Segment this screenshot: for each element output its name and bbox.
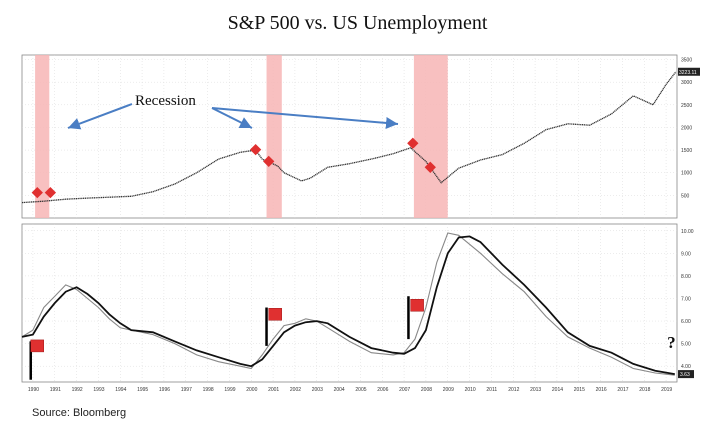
recession-flag-marker	[249, 143, 262, 156]
y-tick-label-top: 3500	[681, 58, 692, 64]
y-tick-label-top: 500	[681, 193, 690, 199]
recession-flag-marker	[44, 186, 57, 199]
y-tick-label-bottom: 6.00	[681, 319, 691, 325]
x-tick-label: 1998	[203, 387, 214, 393]
current-value-box-bottom	[678, 370, 694, 379]
y-tick-label-bottom: 10.00	[681, 229, 694, 235]
x-tick-label: 2011	[486, 387, 497, 393]
y-tick-label-top: 3000	[681, 80, 692, 86]
current-value-top: 3223.11	[679, 70, 697, 76]
recession-band	[413, 55, 448, 218]
x-tick-label: 2009	[443, 387, 454, 393]
annotation-arrow	[211, 107, 399, 129]
y-tick-label-bottom: 8.00	[681, 274, 691, 280]
x-tick-label: 2007	[399, 387, 410, 393]
x-tick-label: 1994	[115, 387, 126, 393]
panel-frame-1	[21, 54, 678, 219]
x-tick-label: 2014	[552, 387, 563, 393]
chart-title: S&P 500 vs. US Unemployment	[227, 12, 488, 34]
x-tick-label: 1992	[72, 387, 83, 393]
y-tick-label-top: 1500	[681, 148, 692, 154]
recession-flag-marker	[31, 186, 43, 199]
x-tick-label: 2001	[268, 387, 279, 393]
sp500-line	[21, 71, 677, 204]
x-tick-label: 2013	[530, 387, 541, 393]
y-tick-label-top: 2500	[681, 103, 692, 109]
x-tick-label: 2012	[508, 387, 519, 393]
x-tick-label: 2019	[661, 387, 672, 393]
y-tick-label-bottom: 4.00	[681, 364, 691, 370]
annotation-arrow	[67, 103, 133, 130]
x-tick-label: 2004	[334, 387, 345, 393]
x-tick-label: 2002	[290, 387, 301, 393]
x-tick-label: 2015	[574, 387, 585, 393]
x-tick-label: 2018	[639, 387, 650, 393]
y-tick-label-bottom: 7.00	[681, 296, 691, 302]
recession-annotation: Recession	[135, 93, 196, 109]
x-tick-label: 2016	[596, 387, 607, 393]
x-tick-label: 1993	[93, 387, 104, 393]
panel-frame-2	[21, 223, 678, 383]
unemployment-average-line	[21, 235, 675, 375]
y-tick-label-top: 2000	[681, 125, 692, 131]
unemployment-rate-line	[21, 232, 675, 376]
x-tick-label: 2005	[355, 387, 366, 393]
x-tick-label: 1995	[137, 387, 148, 393]
x-tick-label: 1999	[224, 387, 235, 393]
recession-flag	[268, 308, 282, 321]
recession-band	[266, 55, 282, 218]
x-tick-label: 2003	[312, 387, 323, 393]
source-note: Source: Bloomberg	[32, 407, 127, 419]
recession-flag-marker	[407, 137, 419, 149]
annotation-arrow	[211, 107, 253, 129]
x-tick-label: 1996	[159, 387, 170, 393]
recession-flag	[30, 339, 44, 353]
current-value-bottom: 3.63	[680, 372, 690, 378]
recession-flag-marker	[263, 155, 275, 168]
recession-flag	[410, 299, 424, 312]
x-tick-label: 1990	[28, 387, 39, 393]
x-tick-label: 2006	[377, 387, 388, 393]
recession-flag-marker	[424, 161, 436, 173]
x-tick-label: 1991	[50, 387, 61, 393]
x-tick-label: 2008	[421, 387, 432, 393]
recession-band	[35, 55, 50, 218]
question-mark: ?	[667, 333, 676, 352]
x-tick-label: 2017	[617, 387, 628, 393]
x-tick-label: 2000	[246, 387, 257, 393]
x-tick-label: 1997	[181, 387, 192, 393]
x-tick-label: 2010	[465, 387, 476, 393]
y-tick-label-bottom: 5.00	[681, 342, 691, 348]
y-tick-label-bottom: 9.00	[681, 251, 691, 257]
y-tick-label-top: 1000	[681, 171, 692, 177]
current-value-box-top	[678, 67, 700, 76]
